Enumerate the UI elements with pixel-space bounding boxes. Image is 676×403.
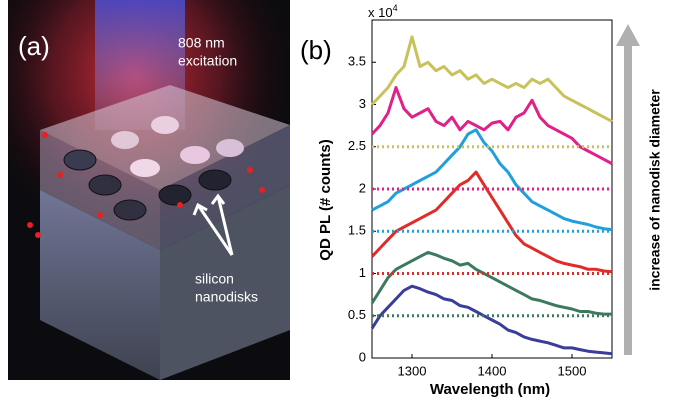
figure: (a) 808 nm excitation silicon nanodisks … bbox=[0, 0, 676, 403]
page: (a) 808 nm excitation silicon nanodisks … bbox=[0, 0, 676, 403]
spectrum-line bbox=[372, 252, 612, 314]
exponent-base: x 10 bbox=[368, 5, 393, 20]
x-tick-label: 1300 bbox=[398, 363, 427, 378]
y-tick-label: 2 bbox=[359, 180, 366, 195]
y-tick-label: 3 bbox=[359, 96, 366, 111]
y-tick-label: 0 bbox=[359, 349, 366, 364]
x-tick-label: 1500 bbox=[558, 363, 587, 378]
exponent-power: 4 bbox=[393, 3, 398, 13]
excitation-label: excitation bbox=[178, 53, 237, 69]
nanodisk-label: nanodisks bbox=[195, 289, 258, 305]
panel-label: (a) bbox=[18, 31, 50, 61]
excitation-label: 808 nm bbox=[178, 35, 225, 51]
spectrum-line bbox=[372, 37, 612, 122]
y-tick-label: 0.5 bbox=[348, 307, 366, 322]
spectrum-line bbox=[372, 130, 612, 230]
panel-a: (a) 808 nm excitation silicon nanodisks bbox=[8, 0, 290, 380]
y-axis-label: QD PL (# counts) bbox=[317, 139, 334, 260]
y-tick-label: 1 bbox=[359, 265, 366, 280]
nanodisk-label: silicon bbox=[195, 271, 234, 287]
y-tick-label: 1.5 bbox=[348, 223, 366, 238]
x-axis-label: Wavelength (nm) bbox=[430, 381, 550, 398]
y-tick-label: 3.5 bbox=[348, 54, 366, 69]
exponent: x 104 bbox=[368, 3, 398, 20]
side-arrow bbox=[616, 24, 640, 355]
panel-label: (b) bbox=[300, 35, 332, 65]
x-tick-label: 1400 bbox=[478, 363, 507, 378]
y-tick-label: 2.5 bbox=[348, 138, 366, 153]
spectrum-line bbox=[372, 286, 612, 354]
side-label: increase of nanodisk diameter bbox=[647, 89, 663, 291]
